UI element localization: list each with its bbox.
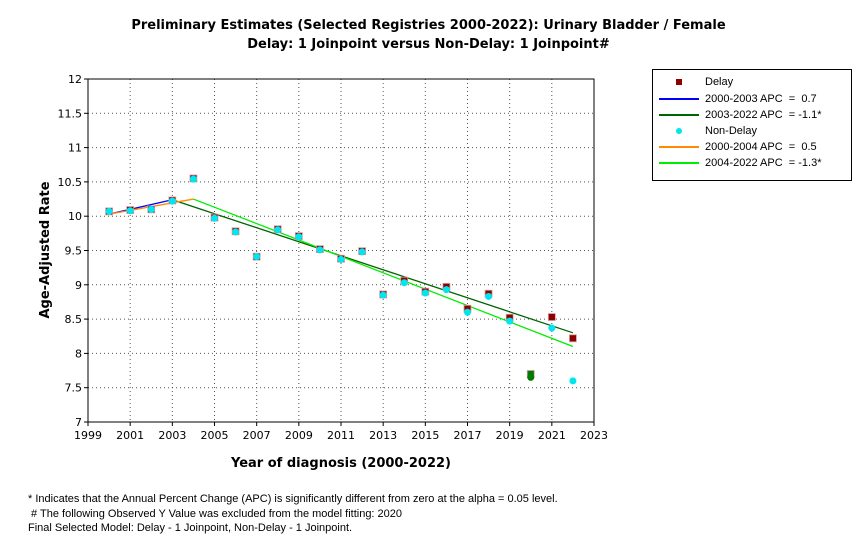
x-tick-label: 2001 [116,429,144,442]
y-tick-label: 10 [68,210,82,223]
line-swatch [659,114,699,116]
line-swatch [659,146,699,148]
y-axis-label: Age-Adjusted Rate [38,181,53,318]
y-tick-label: 11 [68,142,82,155]
legend-delay: Delay [705,76,734,88]
x-tick-label: 2019 [496,429,524,442]
delay-point [569,334,577,343]
delay-marker-icon [676,79,682,85]
x-tick-label: 2003 [158,429,186,442]
x-tick-label: 1999 [74,429,102,442]
legend-nondelay: Non-Delay [705,125,757,137]
plot-area [87,78,595,423]
nondelay-point [358,248,366,256]
x-tick-label: 2017 [454,429,482,442]
nondelay-point [400,279,408,287]
nondelay-point [464,308,471,316]
legend: Delay 2000-2003 APC = 0.7 2003-2022 APC … [652,69,852,181]
y-tick-label: 12 [68,73,82,86]
nondelay-point [211,214,218,222]
joinpoint-segment [193,198,574,348]
x-tick-label: 2015 [411,429,439,442]
nondelay-point [442,286,450,294]
nondelay-point [337,255,345,263]
nondelay-point [126,207,134,215]
y-tick-label: 7 [75,416,82,429]
y-tick-label: 10.5 [58,176,83,189]
y-tick-label: 9.5 [65,245,83,258]
legend-seg4: 2004-2022 APC = -1.3* [705,157,822,169]
nondelay-point [506,317,514,325]
nondelay-point [147,205,155,213]
x-tick-label: 2011 [327,429,355,442]
nondelay-marker-icon [676,128,682,134]
x-tick-label: 2009 [285,429,313,442]
nondelay-point [253,253,261,261]
nondelay-point [274,226,282,234]
line-swatch [659,98,699,100]
nondelay-point [548,324,556,332]
nondelay-point [379,291,387,299]
nondelay-point [527,373,535,381]
x-tick-label: 2023 [580,429,608,442]
line-swatch [659,162,699,164]
footnote-final-model: Final Selected Model: Delay - 1 Joinpoin… [28,522,353,534]
x-tick-label: 2021 [538,429,566,442]
x-axis-label: Year of diagnosis (2000-2022) [230,456,451,471]
footnote-excluded: # The following Observed Y Value was exc… [28,508,403,520]
chart-title: Preliminary Estimates (Selected Registri… [131,18,726,33]
y-tick-label: 8 [75,347,82,360]
nondelay-point [295,233,303,241]
nondelay-point [189,175,197,183]
y-tick-label: 8.5 [65,313,83,326]
y-tick-label: 9 [75,279,82,292]
nondelay-point [232,228,240,236]
delay-point [547,313,556,321]
y-tick-label: 11.5 [58,107,83,120]
joinpoint-segment [172,199,574,334]
nondelay-point [105,207,113,215]
y-tick-label: 7.5 [65,382,83,395]
nondelay-point [168,197,176,205]
chart-subtitle: Delay: 1 Joinpoint versus Non-Delay: 1 J… [247,37,610,52]
legend-seg3: 2000-2004 APC = 0.5 [705,141,817,153]
footnote-significance: * Indicates that the Annual Percent Chan… [28,493,558,505]
legend-seg1: 2000-2003 APC = 0.7 [705,93,817,105]
nondelay-point [421,289,429,297]
nondelay-point [485,292,493,300]
x-tick-label: 2007 [243,429,271,442]
x-tick-label: 2013 [369,429,397,442]
legend-seg2: 2003-2022 APC = -1.1* [705,109,822,121]
x-tick-label: 2005 [201,429,229,442]
nondelay-point [569,377,577,385]
nondelay-point [316,246,324,254]
